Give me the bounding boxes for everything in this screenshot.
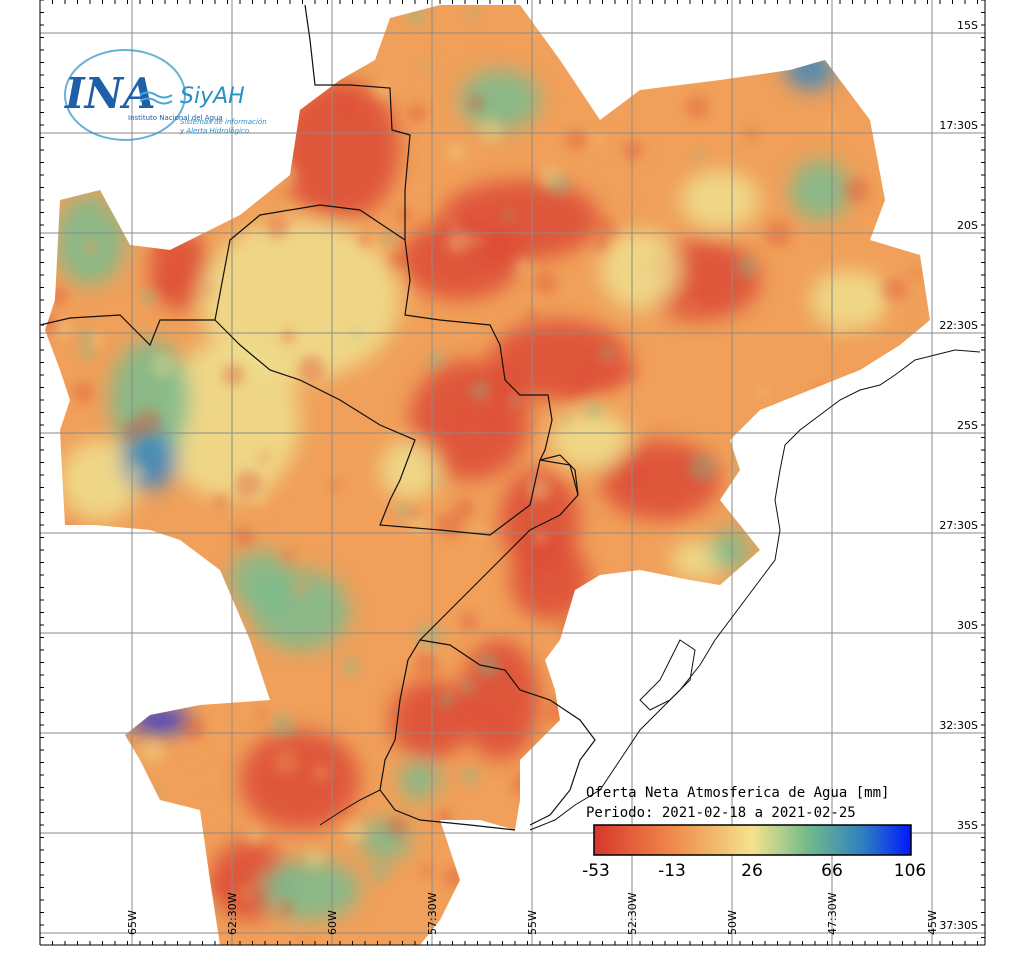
coordinate-grid [40, 0, 985, 945]
legend-tick-label: 106 [894, 861, 926, 881]
latitude-label: 35S [957, 819, 978, 832]
ina-logo: INA SiyAH Instituto Nacional del Agua Si… [64, 49, 267, 141]
legend-tick-label: 26 [741, 861, 763, 881]
logo-siyah-text: SiyAH [180, 84, 245, 109]
legend-title: Oferta Neta Atmosferica de Agua [mm] [586, 785, 889, 801]
longitude-label: 47:30W [826, 892, 839, 935]
latitude-label: 20S [957, 219, 978, 232]
logo-line2: Sistemas de información [180, 118, 267, 126]
latitude-label: 22:30S [939, 319, 978, 332]
legend-tick-label: 66 [821, 861, 843, 881]
legend-colorbar [593, 824, 912, 856]
latitude-labels: 15S 17:30S 20S 22:30S 25S 27:30S 30S 32:30S 35S 3… [939, 19, 978, 932]
longitude-label: 55W [526, 910, 539, 935]
latitude-label: 32:30S [939, 719, 978, 732]
longitude-label: 57:30W [426, 892, 439, 935]
longitude-label: 45W [926, 910, 939, 935]
logo-line1: Instituto Nacional del Agua [128, 114, 223, 122]
longitude-label: 50W [726, 910, 739, 935]
longitude-labels: 65W 62:30W 60W 57:30W 55W 52:30W 50W 47:30W 45W [126, 892, 939, 935]
coastline [319, 349, 981, 831]
longitude-label: 62:30W [226, 892, 239, 935]
frame-ticks [39, 0, 986, 946]
longitude-label: 60W [326, 910, 339, 935]
legend-tick-label: -13 [658, 861, 686, 881]
legend-tick-label: -53 [582, 861, 610, 881]
latitude-label: 25S [957, 419, 978, 432]
latitude-label: 37:30S [939, 919, 978, 932]
legend-period: Periodo: 2021-02-18 a 2021-02-25 [586, 805, 856, 821]
longitude-label: 65W [126, 910, 139, 935]
political-borders [39, 4, 596, 831]
logo-ina-text: INA [64, 69, 156, 118]
latitude-label: 17:30S [939, 119, 978, 132]
longitude-label: 52:30W [626, 892, 639, 935]
legend: Oferta Neta Atmosferica de Agua [mm] Per… [582, 785, 926, 881]
latitude-label: 27:30S [939, 519, 978, 532]
logo-line3: y Alerta Hidrológico [179, 127, 249, 135]
latitude-label: 30S [957, 619, 978, 632]
legend-tick-labels: -53 -13 26 66 106 [582, 861, 926, 881]
latitude-label: 15S [957, 19, 978, 32]
